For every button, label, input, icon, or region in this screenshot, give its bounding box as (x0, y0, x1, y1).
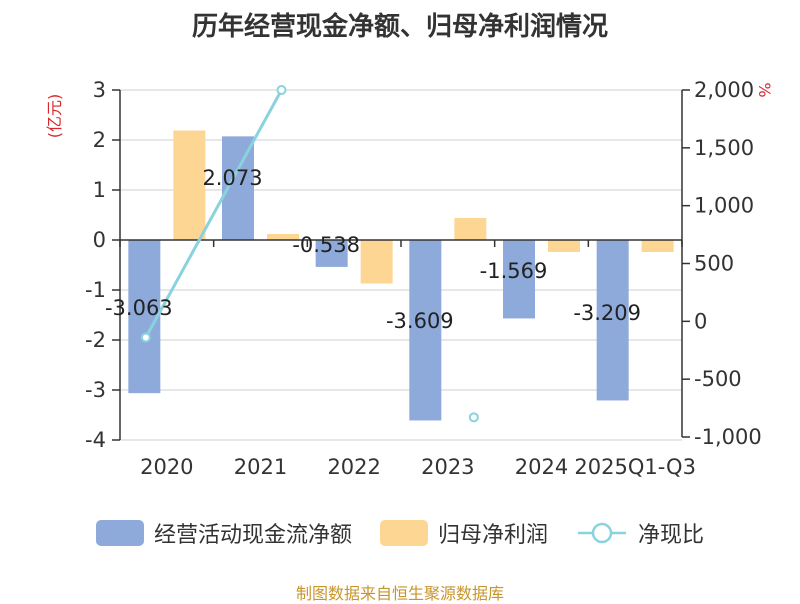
left-axis-tick-label: -3 (85, 378, 106, 402)
legend-item-net-profit[interactable]: 归母净利润 (379, 517, 548, 549)
cashflow-data-label: -3.609 (386, 309, 454, 333)
legend-label-net-profit: 归母净利润 (437, 523, 548, 548)
legend-swatch-ratio (578, 522, 626, 544)
legend-item-ratio[interactable]: 净现比 (576, 517, 704, 549)
legend-item-cashflow[interactable]: 经营活动现金流净额 (95, 517, 352, 549)
category-label: 2023 (421, 455, 474, 479)
ratio-point (276, 85, 287, 95)
left-axis-unit: (亿元) (45, 94, 64, 139)
ratio-line-segment (144, 89, 283, 339)
gridlines (120, 89, 682, 441)
left-axis-tick-label: -1 (85, 278, 106, 302)
net-profit-bar (454, 218, 487, 240)
net-profit-bar (641, 240, 674, 252)
data-labels: -3.063 2.073 -0.538 -3.609 -1.569 -3.209 (105, 166, 641, 333)
right-axis-tick-label: 2,000 (694, 78, 754, 102)
right-axis-tick-label: -500 (694, 367, 742, 391)
right-axis-tick-label: 500 (694, 252, 734, 276)
left-axis-tick-label: 2 (93, 128, 106, 152)
ratio-point (468, 412, 479, 423)
category-label: 2025Q1-Q3 (574, 455, 696, 479)
axes: 3 2 1 0 -1 -2 -3 -4 2,000 1,500 1,000 500 0 -500 -1,00… (45, 78, 774, 479)
cashflow-data-label: -3.063 (105, 296, 173, 320)
legend-swatch-net-profit (379, 520, 428, 546)
cashflow-bar (409, 240, 442, 421)
legend-label-cashflow: 经营活动现金流净额 (153, 523, 352, 548)
net-profit-bar (548, 240, 580, 252)
right-axis-tick-label: -1,000 (694, 425, 762, 449)
cashflow-data-label: -3.209 (573, 301, 641, 325)
net-profit-bar (173, 130, 206, 240)
left-axis-tick-label: 0 (93, 228, 106, 252)
category-label: 2024 (515, 455, 568, 479)
right-axis-tick-label: 0 (694, 309, 707, 333)
legend: 经营活动现金流净额 归母净利润 净现比 (0, 517, 800, 549)
left-axis-tick-label: 1 (93, 178, 106, 202)
cashflow-bar (315, 240, 348, 267)
cashflow-bar (596, 240, 629, 401)
chart-title: 历年经营现金净额、归母净利润情况 (191, 12, 608, 42)
legend-label-ratio: 净现比 (638, 523, 705, 548)
cashflow-data-label: -0.538 (292, 233, 360, 257)
cashflow-data-label: -1.569 (480, 259, 548, 283)
left-axis-tick-label: -4 (85, 428, 106, 452)
right-axis-tick-label: 1,000 (694, 194, 754, 218)
cashflow-bar (503, 240, 535, 319)
right-axis-tick-label: 1,500 (694, 136, 754, 160)
right-axis-unit: % (755, 82, 774, 97)
left-axis-tick-label: -2 (85, 328, 106, 352)
left-axis-tick-label: 3 (93, 78, 106, 102)
category-label: 2020 (140, 455, 193, 479)
legend-swatch-cashflow (95, 520, 144, 546)
ratio-line (140, 85, 479, 423)
category-label: 2022 (327, 455, 380, 479)
cashflow-data-label: 2.073 (202, 166, 262, 190)
cashflow-bar (128, 240, 161, 394)
category-label: 2021 (234, 455, 287, 479)
source-note: 制图数据来自恒生聚源数据库 (295, 584, 504, 603)
net-profit-bar (360, 240, 393, 284)
ratio-point (140, 332, 151, 343)
net-profit-bar (267, 234, 299, 240)
